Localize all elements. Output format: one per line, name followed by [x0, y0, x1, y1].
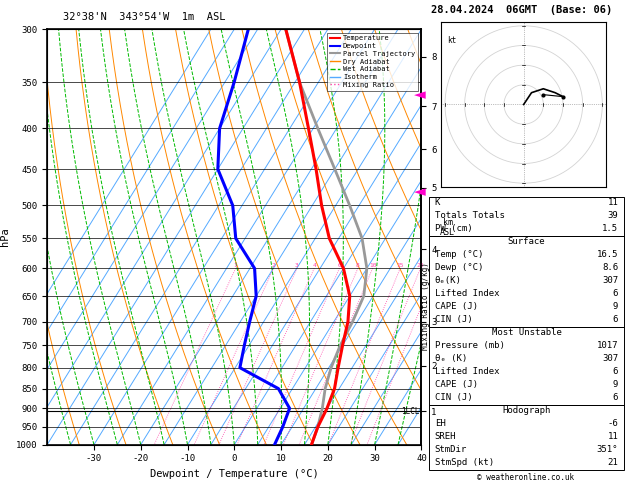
Text: 307: 307	[602, 276, 618, 285]
Text: 6: 6	[613, 393, 618, 402]
Text: Temp (°C): Temp (°C)	[435, 250, 483, 259]
Text: -6: -6	[608, 419, 618, 428]
Text: 8: 8	[356, 263, 360, 268]
Text: 6: 6	[613, 367, 618, 376]
Text: 32°38'N  343°54'W  1m  ASL: 32°38'N 343°54'W 1m ASL	[63, 12, 225, 22]
Text: 16.5: 16.5	[597, 250, 618, 259]
Text: 6: 6	[613, 289, 618, 298]
Text: EH: EH	[435, 419, 445, 428]
Text: ◄: ◄	[414, 87, 425, 102]
Text: ◄: ◄	[414, 185, 425, 199]
Text: Pressure (mb): Pressure (mb)	[435, 341, 504, 350]
Text: PW (cm): PW (cm)	[435, 224, 472, 233]
Text: 39: 39	[608, 211, 618, 220]
Bar	[429, 327, 624, 405]
Text: 2: 2	[272, 263, 276, 268]
Text: CIN (J): CIN (J)	[435, 315, 472, 324]
Text: 3: 3	[295, 263, 299, 268]
Text: 1.5: 1.5	[602, 224, 618, 233]
Bar	[429, 197, 624, 236]
Text: 6: 6	[338, 263, 341, 268]
Text: 11: 11	[608, 432, 618, 441]
Text: 351°: 351°	[597, 445, 618, 454]
Text: 21: 21	[608, 458, 618, 467]
Text: CIN (J): CIN (J)	[435, 393, 472, 402]
Text: CAPE (J): CAPE (J)	[435, 380, 478, 389]
Bar	[429, 236, 624, 327]
Text: θₑ (K): θₑ (K)	[435, 354, 467, 363]
Text: CAPE (J): CAPE (J)	[435, 302, 478, 311]
Text: 11: 11	[608, 198, 618, 207]
Y-axis label: km
ASL: km ASL	[440, 218, 455, 237]
Text: 1: 1	[234, 263, 238, 268]
Text: 6: 6	[613, 315, 618, 324]
Text: 4: 4	[313, 263, 316, 268]
Text: Most Unstable: Most Unstable	[491, 328, 562, 337]
Text: Lifted Index: Lifted Index	[435, 289, 499, 298]
X-axis label: Dewpoint / Temperature (°C): Dewpoint / Temperature (°C)	[150, 469, 319, 479]
Y-axis label: hPa: hPa	[1, 227, 11, 246]
Text: 8.6: 8.6	[602, 263, 618, 272]
Text: 9: 9	[613, 380, 618, 389]
Text: StmSpd (kt): StmSpd (kt)	[435, 458, 494, 467]
Text: © weatheronline.co.uk: © weatheronline.co.uk	[477, 473, 574, 482]
Text: 15: 15	[396, 263, 404, 268]
Text: SREH: SREH	[435, 432, 456, 441]
Text: θₑ(K): θₑ(K)	[435, 276, 462, 285]
Text: kt: kt	[447, 35, 456, 45]
Text: Hodograph: Hodograph	[503, 406, 550, 415]
Text: Lifted Index: Lifted Index	[435, 367, 499, 376]
Text: Surface: Surface	[508, 237, 545, 246]
Text: K: K	[435, 198, 440, 207]
Text: Dewp (°C): Dewp (°C)	[435, 263, 483, 272]
Legend: Temperature, Dewpoint, Parcel Trajectory, Dry Adiabat, Wet Adiabat, Isotherm, Mi: Temperature, Dewpoint, Parcel Trajectory…	[327, 33, 418, 90]
Text: StmDir: StmDir	[435, 445, 467, 454]
Text: Totals Totals: Totals Totals	[435, 211, 504, 220]
Text: 1LCL: 1LCL	[401, 406, 420, 416]
Text: 307: 307	[602, 354, 618, 363]
Bar	[429, 405, 624, 470]
Text: 28.04.2024  06GMT  (Base: 06): 28.04.2024 06GMT (Base: 06)	[431, 5, 612, 15]
Text: Mixing Ratio (g/kg): Mixing Ratio (g/kg)	[421, 262, 430, 350]
Text: 10: 10	[369, 263, 376, 268]
Text: 20: 20	[416, 263, 424, 268]
Text: 1017: 1017	[597, 341, 618, 350]
Text: 9: 9	[613, 302, 618, 311]
